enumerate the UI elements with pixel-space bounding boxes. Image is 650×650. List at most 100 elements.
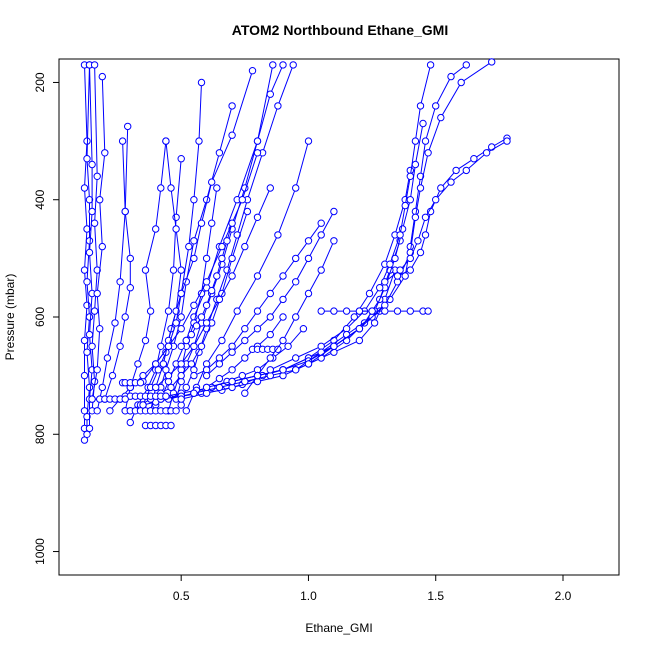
data-point (182, 336, 191, 345)
data-point (253, 137, 262, 145)
x-tick-label: 1.0 (300, 589, 317, 603)
data-point (126, 254, 135, 263)
data-point (447, 72, 455, 81)
data-point (106, 407, 114, 415)
data-point (253, 325, 262, 333)
data-point (208, 178, 216, 186)
data-point (187, 330, 196, 339)
data-point (88, 395, 96, 403)
data-point (195, 137, 203, 145)
y-tick-label: 400 (33, 189, 47, 209)
data-point (152, 360, 160, 368)
profile-series (292, 61, 470, 374)
data-point (488, 143, 496, 151)
data-point (190, 371, 198, 380)
data-point (304, 254, 313, 263)
data-point (381, 278, 389, 286)
data-point (304, 289, 313, 298)
series-line (91, 76, 106, 400)
data-point (167, 184, 175, 192)
data-point (342, 330, 351, 339)
data-point (93, 266, 101, 274)
data-point (85, 248, 94, 257)
data-point (202, 319, 211, 327)
data-point (164, 342, 173, 350)
plot-area (80, 58, 511, 444)
data-point (85, 313, 94, 321)
data-point (93, 366, 101, 374)
data-point (90, 219, 99, 227)
profile-series (177, 219, 236, 350)
profile-series (101, 137, 135, 403)
data-point (414, 237, 422, 245)
data-point (177, 360, 185, 368)
chart-title: ATOM2 Northbound Ethane_GMI (232, 22, 448, 38)
data-point (292, 354, 300, 362)
data-point (274, 102, 282, 110)
data-point (215, 149, 224, 157)
data-point (152, 225, 160, 233)
x-tick-label: 0.5 (173, 589, 190, 603)
data-point (279, 61, 287, 69)
data-point (208, 219, 216, 227)
data-point (83, 348, 91, 356)
data-point (83, 155, 91, 163)
data-point (215, 360, 224, 368)
data-point (202, 254, 211, 263)
data-point (243, 207, 252, 216)
data-point (241, 242, 249, 251)
data-point (416, 172, 425, 181)
data-point (292, 366, 300, 374)
data-point (503, 137, 511, 145)
profile-series (202, 207, 338, 380)
data-point (381, 307, 389, 315)
data-point (342, 307, 351, 315)
data-point (411, 213, 420, 222)
profile-series (266, 61, 435, 374)
data-point (218, 254, 226, 263)
data-point (269, 61, 277, 69)
y-axis: 200 400 600 800 1000 (33, 72, 59, 565)
data-point (197, 78, 206, 87)
data-point (437, 184, 445, 192)
series-line (96, 126, 129, 411)
data-point (228, 377, 236, 386)
series-line (384, 140, 508, 283)
data-point (355, 336, 364, 345)
series-line (91, 64, 98, 411)
x-tick-label: 2.0 (555, 589, 572, 603)
data-point (85, 424, 94, 433)
data-point (462, 166, 470, 175)
data-point (202, 301, 211, 309)
data-point (368, 307, 376, 315)
data-point (93, 289, 101, 298)
data-point (228, 348, 236, 356)
data-point (279, 295, 287, 304)
data-point (215, 295, 224, 304)
data-point (289, 61, 297, 69)
data-point (266, 330, 274, 339)
data-point (274, 345, 282, 353)
data-point (85, 196, 94, 204)
data-point (93, 172, 101, 181)
data-point (197, 342, 206, 350)
data-point (304, 237, 313, 245)
data-point (169, 266, 178, 274)
y-tick-label: 600 (33, 307, 47, 327)
data-point (317, 219, 325, 227)
data-point (401, 201, 409, 210)
data-point (266, 90, 274, 98)
data-point (162, 137, 170, 145)
y-tick-label: 1000 (33, 538, 47, 565)
data-point (177, 289, 185, 298)
data-point (185, 242, 193, 251)
data-point (228, 366, 236, 374)
data-point (266, 366, 274, 374)
data-point (228, 272, 236, 280)
data-point (424, 307, 432, 315)
data-point (202, 278, 211, 286)
data-point (279, 313, 287, 321)
data-point (253, 272, 262, 280)
profile-series (164, 184, 221, 415)
